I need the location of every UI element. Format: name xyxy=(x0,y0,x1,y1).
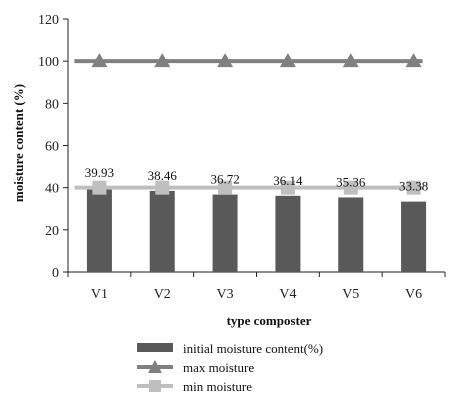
max-moisture-marker xyxy=(342,53,359,68)
x-tick-label: V1 xyxy=(91,287,108,302)
y-axis-title: moisture content (%) xyxy=(11,84,26,202)
data-label: 36.14 xyxy=(273,173,303,188)
min-moisture-marker xyxy=(155,180,170,195)
max-moisture-marker xyxy=(91,53,108,68)
y-tick-label: 20 xyxy=(45,224,59,239)
x-tick-label: V5 xyxy=(342,287,359,302)
x-tick-label: V3 xyxy=(217,287,234,302)
x-tick-label: V6 xyxy=(405,287,422,302)
data-label: 35.36 xyxy=(336,174,366,189)
bar xyxy=(338,197,364,272)
min-moisture-marker xyxy=(92,180,107,195)
plot-area: 0 20 40 60 80 100 120 V1 V2 V3 V4 V5 V6 39.93 38.46 36.… xyxy=(38,13,446,302)
legend-swatch-bar xyxy=(137,343,173,352)
y-tick-label: 40 xyxy=(45,182,59,197)
bar xyxy=(212,194,238,272)
min-moisture-marker xyxy=(280,180,295,195)
legend-swatch-max-marker xyxy=(148,360,162,373)
y-tick-label: 100 xyxy=(38,55,59,70)
x-tick-label: V2 xyxy=(154,287,171,302)
y-tick-label: 60 xyxy=(45,140,59,155)
max-moisture-marker xyxy=(217,53,234,68)
x-tick-label: V4 xyxy=(279,287,296,302)
legend-label: initial moisture content(%) xyxy=(183,341,323,356)
bar xyxy=(275,195,301,272)
legend-label: max moisture xyxy=(183,360,254,375)
y-tick-label: 120 xyxy=(38,13,59,28)
data-label: 38.46 xyxy=(148,168,178,183)
max-moisture-marker xyxy=(279,53,296,68)
min-moisture-marker xyxy=(343,180,358,195)
legend-swatch-min-marker xyxy=(149,380,161,392)
legend: initial moisture content(%) max moisture m… xyxy=(137,341,323,394)
max-moisture-marker xyxy=(405,53,422,68)
bar xyxy=(149,190,175,272)
min-moisture-marker xyxy=(406,180,421,195)
bar xyxy=(86,187,112,272)
max-moisture-marker xyxy=(154,53,171,68)
data-label: 36.72 xyxy=(210,172,239,187)
min-moisture-marker xyxy=(218,180,233,195)
data-label: 39.93 xyxy=(85,165,114,180)
y-tick-label: 0 xyxy=(52,266,59,281)
x-axis-title: type composter xyxy=(227,313,312,328)
legend-label: min moisture xyxy=(183,379,252,394)
data-label: 33.38 xyxy=(399,179,428,194)
y-tick-label: 80 xyxy=(45,97,59,112)
bar xyxy=(401,201,427,272)
